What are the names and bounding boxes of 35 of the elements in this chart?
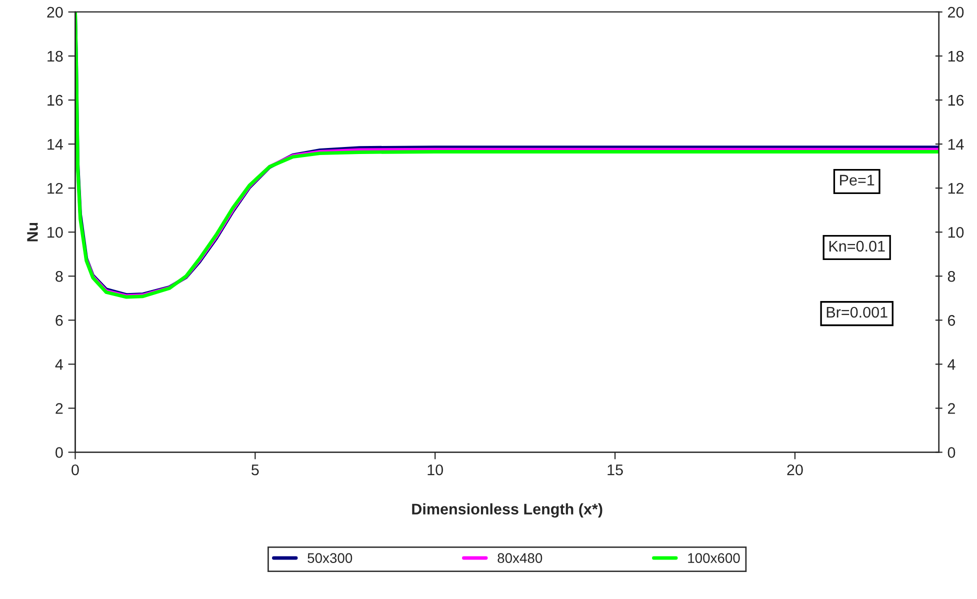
y-tick-label: 8 — [56, 271, 63, 282]
legend-label: 100x600 — [688, 553, 740, 563]
annotation: Br=0.001 — [826, 306, 888, 318]
y2-tick-label: 10 — [948, 226, 964, 238]
y-tick-label: 12 — [48, 182, 63, 194]
y2-tick-label: 18 — [948, 50, 964, 62]
y-axis-title: Nu — [27, 222, 38, 242]
y2-tick-label: 16 — [948, 94, 964, 106]
y-tick-label: 0 — [56, 447, 63, 458]
legend-label: 80x480 — [498, 553, 542, 563]
y2-tick-label: 2 — [948, 403, 955, 414]
y2-tick-label: 14 — [948, 139, 964, 150]
x-axis-title: Dimensionless Length (x*) — [412, 503, 602, 518]
annotation: Pe=1 — [840, 174, 874, 186]
y2-tick-label: 8 — [948, 271, 956, 282]
y2-tick-label: 0 — [948, 447, 956, 458]
annotation: Kn=0.01 — [829, 240, 885, 252]
x-tick-label: 10 — [428, 464, 443, 476]
y-tick-label: 14 — [48, 139, 63, 150]
y-tick-label: 18 — [48, 50, 63, 62]
x-tick-label: 15 — [608, 464, 623, 476]
y2-tick-label: 6 — [948, 315, 956, 326]
y-tick-label: 4 — [55, 359, 63, 370]
y2-tick-label: 12 — [948, 182, 964, 194]
x-tick-label: 5 — [252, 464, 259, 476]
y2-tick-label: 4 — [948, 359, 956, 370]
y-tick-label: 6 — [56, 315, 63, 326]
y-tick-label: 20 — [47, 6, 63, 18]
legend-label: 50x300 — [308, 553, 352, 563]
x-tick-label: 20 — [787, 464, 803, 476]
x-tick-label: 0 — [72, 464, 79, 476]
y2-tick-label: 20 — [948, 6, 964, 18]
y-tick-label: 10 — [48, 226, 63, 238]
y-tick-label: 16 — [48, 94, 63, 106]
y-tick-label: 2 — [56, 403, 63, 414]
